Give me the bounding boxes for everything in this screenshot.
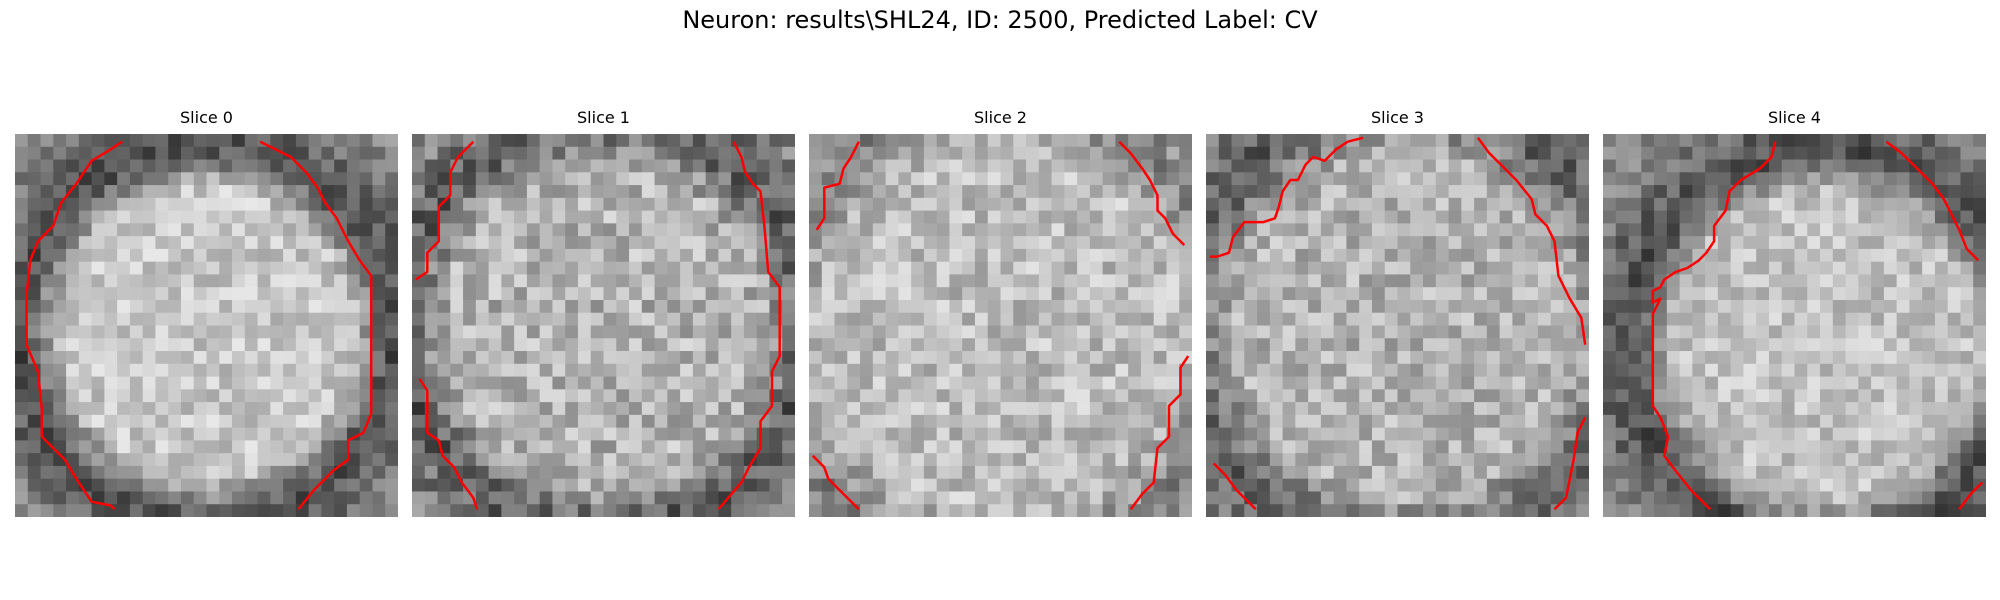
pixel-grid-3 [1206,134,1589,517]
figure-title: Neuron: results\SHL24, ID: 2500, Predict… [682,6,1318,34]
contour-line-1-2 [418,378,479,510]
contour-line-0-1 [259,140,373,511]
slice-title-3: Slice 3 [1371,108,1424,127]
contour-line-4-0 [1651,141,1777,511]
contour-line-2-0 [815,141,860,231]
slice-image-1 [412,134,795,517]
slice-title-0: Slice 0 [180,108,233,127]
contour-line-4-1 [1885,140,1980,262]
pixel-grid-0 [15,134,398,517]
contour-line-2-3 [811,454,860,511]
slice-title-4: Slice 4 [1768,108,1821,127]
slice-title-1: Slice 1 [577,108,630,127]
pixel-grid-4 [1603,134,1986,517]
slice-image-4 [1603,134,1986,517]
slice-image-0 [15,134,398,517]
contour-line-4-2 [1958,481,1984,511]
contour-line-1-1 [717,141,781,511]
slice-image-3 [1206,134,1589,517]
contour-line-1-0 [415,140,475,281]
contour-line-3-3 [1212,462,1257,511]
contour-line-2-2 [1129,355,1190,511]
contour-line-2-1 [1118,140,1186,246]
pixel-grid-2 [809,134,1192,517]
pixel-grid-1 [412,134,795,517]
slice-image-2 [809,134,1192,517]
contour-line-3-1 [1476,137,1587,345]
contour-line-3-0 [1209,136,1364,258]
contour-line-0-0 [25,140,123,511]
slice-title-2: Slice 2 [974,108,1027,127]
contour-line-3-2 [1553,416,1587,511]
